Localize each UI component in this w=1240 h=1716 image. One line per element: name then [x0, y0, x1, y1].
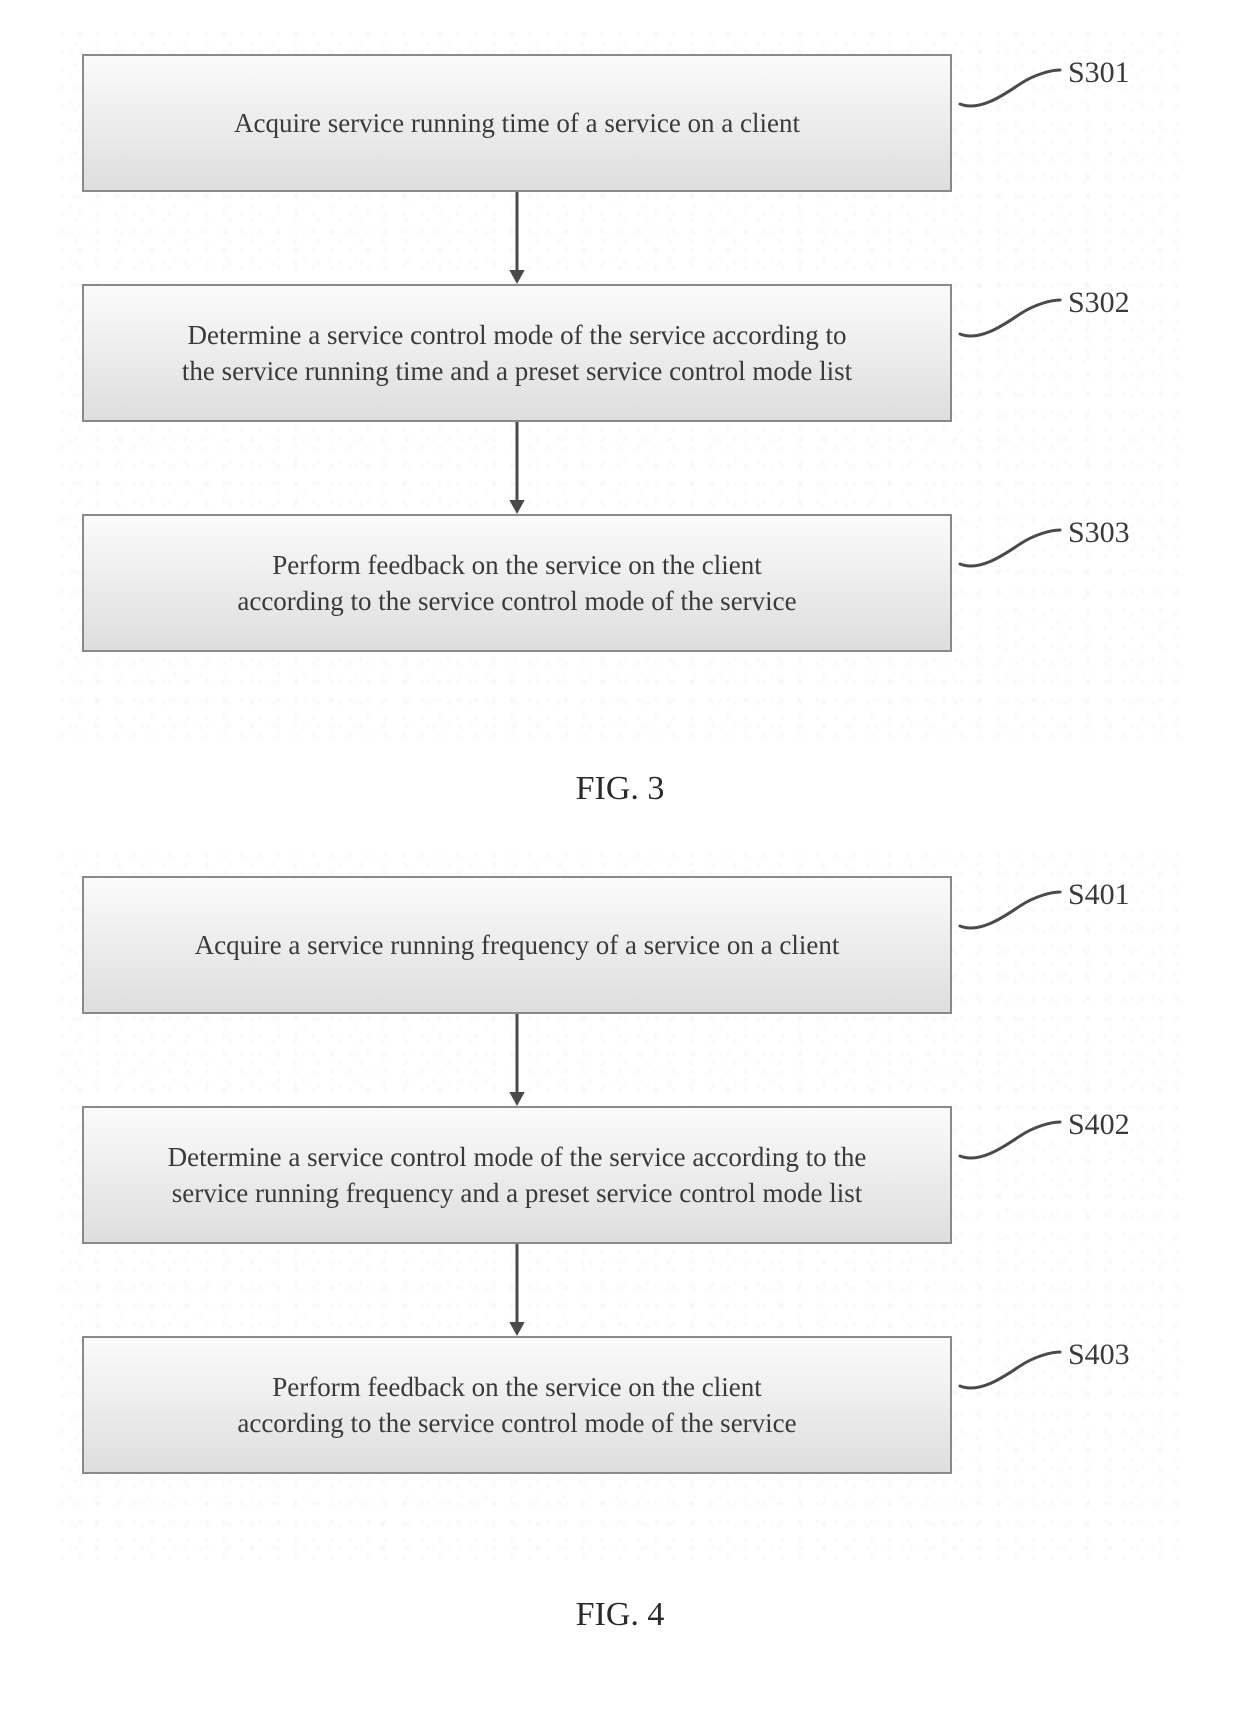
- flow-step-label: S301: [1068, 56, 1130, 90]
- flow-step-label: S401: [1068, 878, 1130, 912]
- flow-step-text: Acquire service running time of a servic…: [234, 105, 800, 141]
- flow-step-text: Determine a service control mode of the …: [168, 1139, 867, 1212]
- flow-step-label: S303: [1068, 516, 1130, 550]
- flow-step-text: Perform feedback on the service on the c…: [237, 1369, 796, 1442]
- flow-step-text: Determine a service control mode of the …: [182, 317, 852, 390]
- flow-arrow-down: [497, 1014, 537, 1110]
- flow-arrow-down: [497, 422, 537, 518]
- callout-curve: [950, 872, 1070, 940]
- flow-step-box: Acquire service running time of a servic…: [82, 54, 952, 192]
- flow-step-text: Acquire a service running frequency of a…: [195, 927, 840, 963]
- flow-step-box: Determine a service control mode of the …: [82, 1106, 952, 1244]
- flow-arrow-down: [497, 1244, 537, 1340]
- callout-curve: [950, 1102, 1070, 1170]
- flow-step-label: S402: [1068, 1108, 1130, 1142]
- flow-step-text: Perform feedback on the service on the c…: [237, 547, 796, 620]
- callout-curve: [950, 510, 1070, 578]
- flow-step-box: Perform feedback on the service on the c…: [82, 1336, 952, 1474]
- flow-step-label: S302: [1068, 286, 1130, 320]
- callout-curve: [950, 1332, 1070, 1400]
- page: Acquire service running time of a servic…: [0, 0, 1240, 1716]
- figure-caption: FIG. 3: [0, 770, 1240, 808]
- flow-step-box: Acquire a service running frequency of a…: [82, 876, 952, 1014]
- callout-curve: [950, 280, 1070, 348]
- figure-caption: FIG. 4: [0, 1596, 1240, 1634]
- flow-step-box: Determine a service control mode of the …: [82, 284, 952, 422]
- callout-curve: [950, 50, 1070, 118]
- flow-step-box: Perform feedback on the service on the c…: [82, 514, 952, 652]
- flow-arrow-down: [497, 192, 537, 288]
- flow-step-label: S403: [1068, 1338, 1130, 1372]
